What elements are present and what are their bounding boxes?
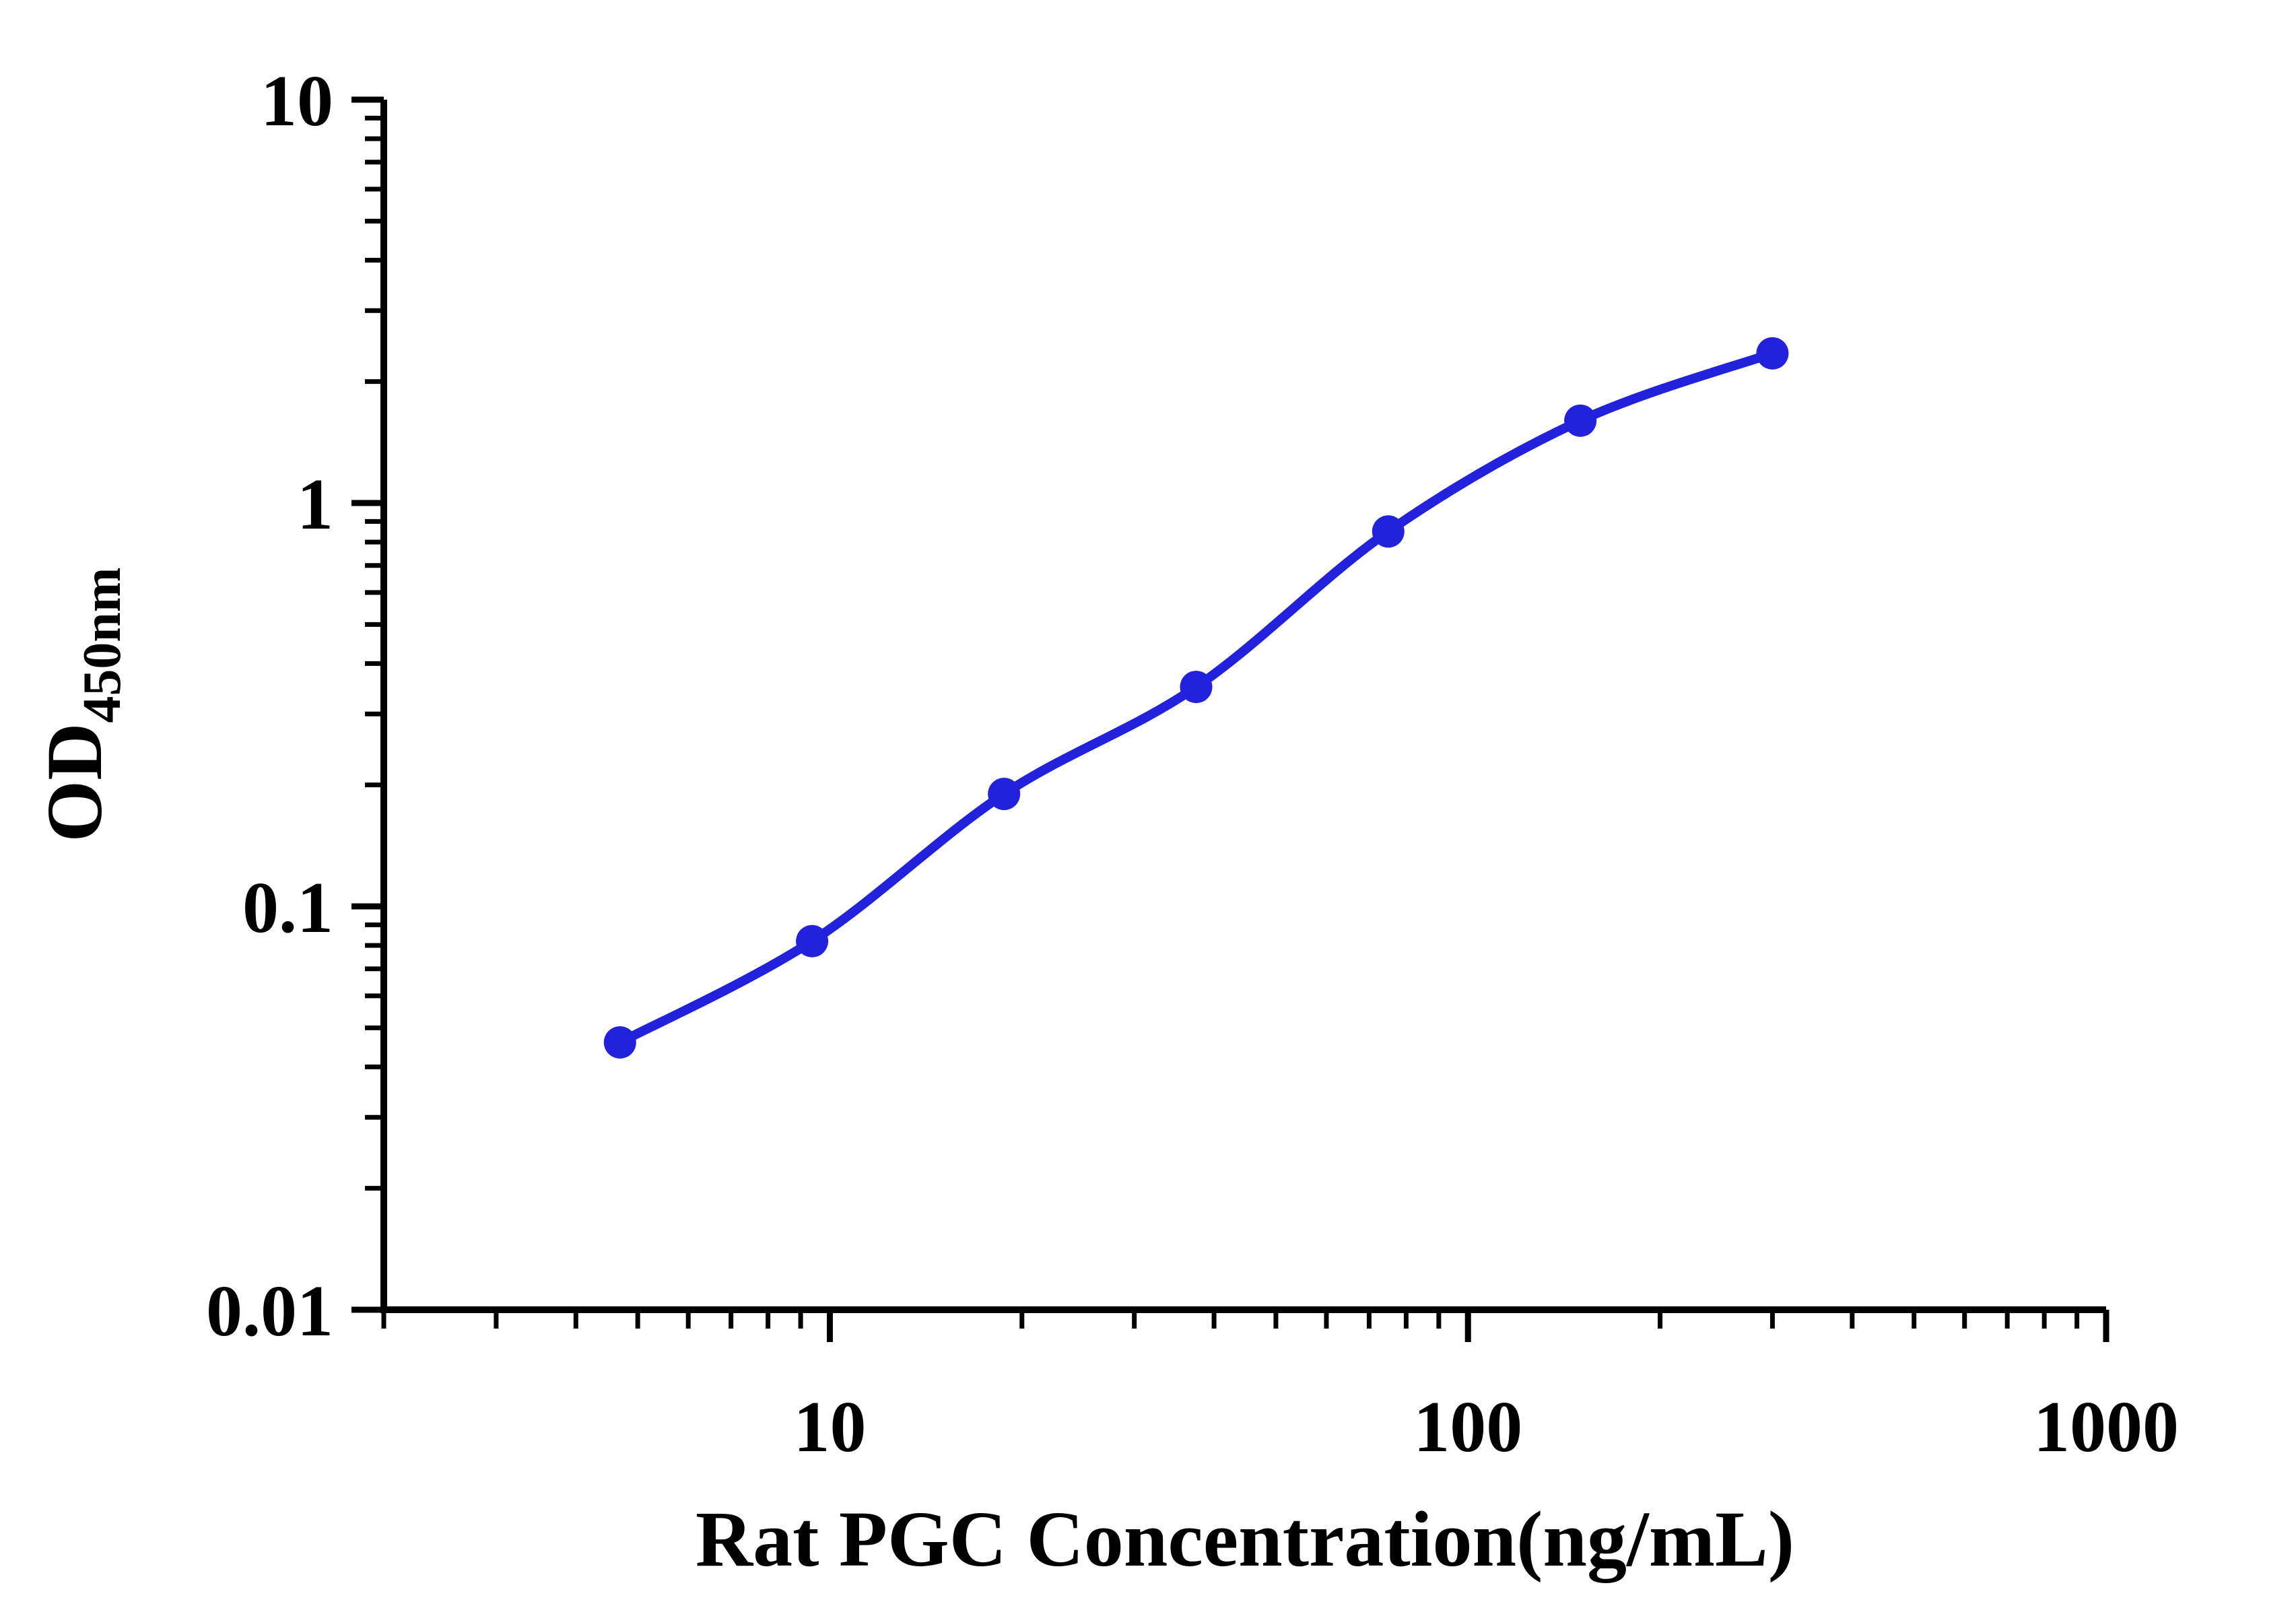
data-point-marker [988, 778, 1021, 811]
y-axis-title-subscript: 450nm [73, 567, 132, 723]
y-axis-tick-label: 0.1 [242, 868, 333, 948]
x-axis-tick-label: 100 [1413, 1387, 1522, 1467]
x-axis-title: Rat PGC Concentration(ng/mL) [696, 1495, 1794, 1583]
data-point-marker [1180, 671, 1213, 704]
x-axis-tick-label: 1000 [2033, 1387, 2179, 1467]
data-point-marker [1372, 515, 1405, 548]
x-axis-tick-label: 10 [793, 1387, 866, 1467]
axis-frame [380, 100, 2106, 1313]
y-axis-tick-label: 10 [261, 61, 333, 141]
data-point-marker [796, 925, 829, 958]
data-point-marker [603, 1026, 636, 1059]
y-axis-tick-label: 0.01 [206, 1271, 333, 1351]
data-point-marker [1756, 337, 1789, 370]
y-axis-title: OD450nm [30, 567, 132, 842]
data-point-marker [1564, 404, 1597, 437]
y-axis-tick-label: 1 [297, 465, 333, 545]
